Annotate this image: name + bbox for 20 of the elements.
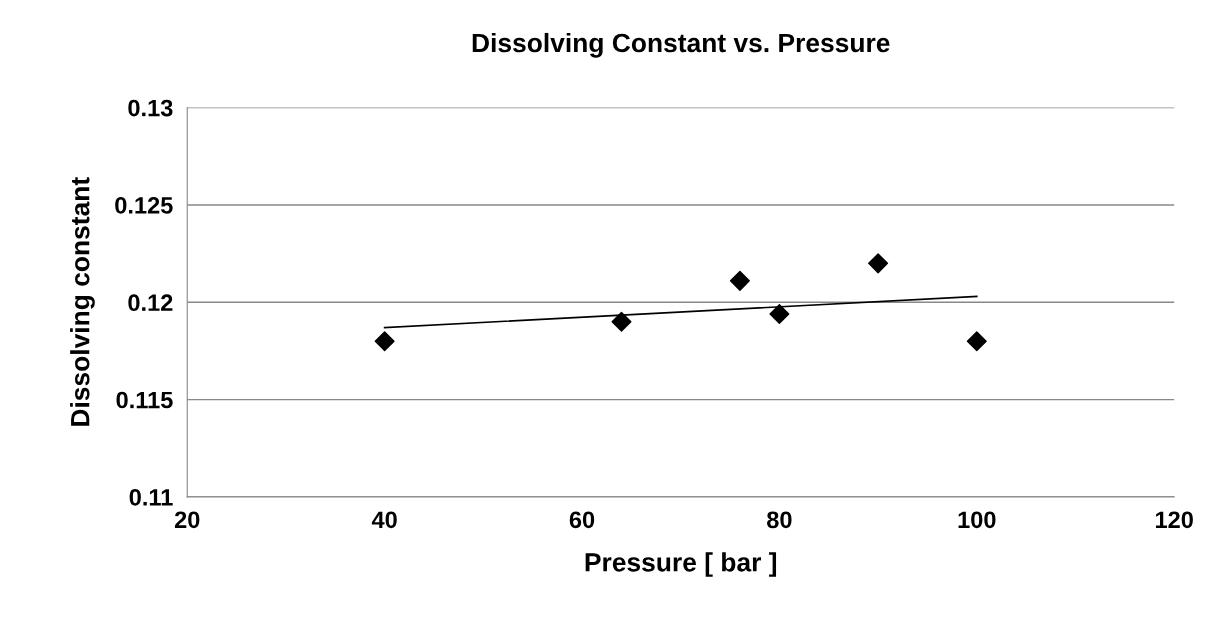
point [769, 303, 790, 324]
y-tick-label: 0.12 [128, 294, 173, 312]
x-axis-title: Pressure [ bar ] [585, 552, 777, 577]
chart-title: Dissolving Constant vs. Pressure [472, 32, 890, 58]
y-axis-title: Dissolving constant [70, 177, 95, 426]
point [868, 253, 889, 274]
point [966, 331, 987, 352]
y-tick-label: 0.125 [115, 197, 173, 214]
point [374, 331, 395, 352]
point [729, 270, 750, 291]
x-tick-label: 100 [958, 511, 996, 529]
y-tick-label: 0.11 [129, 488, 173, 506]
y-tick-label: 0.13 [128, 99, 173, 117]
y-tick-label: 0.115 [116, 391, 173, 409]
x-tick-label: 120 [1155, 511, 1193, 529]
point [611, 311, 632, 332]
x-tick-label: 60 [569, 511, 595, 529]
x-tick-label: 40 [371, 511, 397, 529]
x-tick-label: 80 [767, 511, 792, 529]
x-tick-label: 20 [174, 511, 200, 529]
